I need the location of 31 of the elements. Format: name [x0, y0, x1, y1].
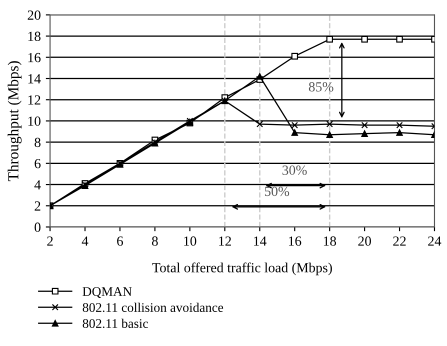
y-tick-label: 8: [34, 138, 41, 148]
x-tick-label: 20: [358, 236, 372, 246]
x-tick-label: 16: [288, 236, 302, 246]
y-tick-label: 0: [34, 222, 41, 232]
x-tick-label: 6: [117, 236, 124, 246]
y-tick-label: 20: [28, 10, 41, 20]
legend-label: DQMAN: [82, 287, 132, 298]
annotation: 50%: [264, 186, 290, 196]
x-tick-label: 2: [47, 236, 53, 246]
y-tick-label: 12: [28, 95, 40, 105]
x-tick-label: 10: [184, 236, 196, 246]
y-tick-label: 10: [28, 116, 41, 126]
legend-label: 802.11 basic: [82, 318, 148, 328]
x-tick-label: 4: [82, 236, 88, 246]
x-tick-label: 24: [428, 236, 442, 246]
y-tick-label: 4: [34, 180, 41, 190]
y-tick-label: 6: [34, 158, 41, 168]
y-tick-label: 14: [28, 74, 41, 84]
y-tick-label: 2: [34, 201, 40, 211]
y-tick-label: 18: [28, 32, 41, 42]
x-axis-title: Total offered traffic load (Mbps): [152, 262, 332, 276]
x-tick-label: 14: [254, 236, 266, 246]
y-axis-title: Throughput (Mbps): [8, 61, 22, 182]
legend-label: 802.11 collision avoidance: [82, 302, 224, 312]
x-tick-label: 18: [324, 236, 336, 246]
x-tick-label: 12: [219, 236, 231, 246]
annotation: 85%: [308, 82, 334, 92]
y-tick-label: 16: [28, 52, 41, 62]
x-tick-label: 22: [393, 236, 406, 246]
x-tick-label: 8: [152, 236, 158, 246]
annotation: 30%: [282, 166, 307, 175]
